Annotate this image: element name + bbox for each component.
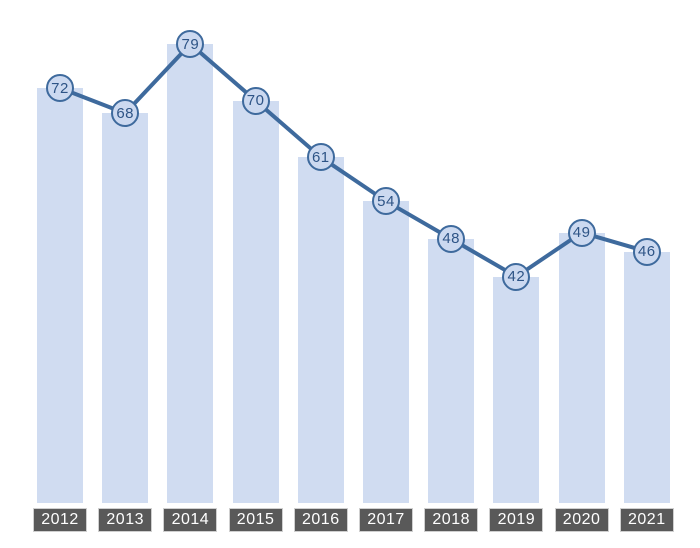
x-label-2014: 2014 — [164, 509, 217, 531]
x-label-text: 2020 — [562, 511, 601, 528]
x-label-text: 2018 — [432, 511, 470, 528]
data-point-2021: 46 — [632, 237, 661, 266]
data-point-2019: 42 — [502, 262, 531, 291]
x-label-text: 2015 — [236, 511, 275, 528]
data-point-value: 48 — [442, 230, 461, 248]
x-label-2012: 2012 — [34, 509, 86, 531]
x-label-2013: 2013 — [99, 509, 152, 531]
bar-2019 — [493, 276, 540, 503]
data-point-value: 54 — [377, 192, 395, 210]
data-point-value: 72 — [51, 79, 69, 97]
x-label-2016: 2016 — [294, 509, 347, 531]
bar-2020 — [558, 232, 605, 503]
x-label-2018: 2018 — [425, 509, 478, 531]
x-label-text: 2017 — [367, 511, 405, 528]
data-point-2012: 72 — [46, 74, 74, 103]
x-label-text: 2016 — [302, 511, 340, 528]
data-point-2018: 48 — [437, 224, 466, 253]
data-point-value: 79 — [181, 35, 200, 53]
bar-2012 — [37, 88, 83, 503]
data-point-value: 46 — [637, 243, 656, 260]
bar-2016 — [297, 157, 344, 503]
x-label-2015: 2015 — [229, 509, 282, 531]
data-point-2013: 68 — [111, 99, 140, 128]
data-point-2015: 70 — [241, 86, 270, 115]
x-label-2017: 2017 — [360, 509, 412, 531]
x-label-2020: 2020 — [555, 509, 608, 531]
data-point-2017: 54 — [372, 187, 400, 216]
data-point-2016: 61 — [306, 143, 335, 172]
trend-polyline — [58, 42, 649, 279]
bar-2021 — [623, 251, 670, 503]
data-point-value: 70 — [246, 92, 265, 110]
x-label-text: 2012 — [41, 511, 79, 528]
data-point-value: 68 — [116, 104, 135, 122]
x-label-2021: 2021 — [620, 509, 673, 531]
data-point-value: 42 — [507, 268, 526, 286]
x-label-text: 2014 — [171, 511, 210, 528]
data-point-value: 49 — [572, 224, 591, 242]
x-label-2019: 2019 — [490, 509, 543, 531]
bar-2013 — [102, 113, 149, 503]
x-label-text: 2013 — [106, 511, 144, 528]
x-label-text: 2021 — [628, 511, 666, 528]
bar-2015 — [232, 100, 279, 503]
data-point-2020: 49 — [567, 218, 596, 247]
x-label-text: 2019 — [497, 511, 536, 528]
bar-2014 — [167, 44, 214, 503]
data-point-2014: 79 — [176, 30, 205, 58]
bar-2018 — [428, 238, 475, 503]
data-point-value: 61 — [311, 148, 330, 166]
bar-2017 — [363, 201, 409, 503]
